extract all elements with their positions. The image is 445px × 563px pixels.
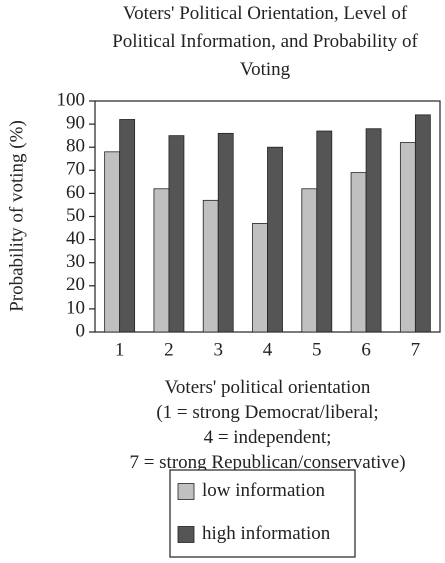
bar: [252, 223, 268, 333]
bar: [301, 188, 318, 333]
y-tick-label: 20: [66, 274, 85, 295]
x-tick-label: 4: [263, 339, 273, 360]
bar: [202, 199, 219, 333]
bar: [365, 128, 382, 333]
chart-title: Voters' Political Orientation, Level of …: [112, 3, 418, 80]
bar: [153, 188, 170, 333]
x-axis-label: Voters' political orientation (1 = stron…: [129, 377, 406, 473]
y-tick-label: 80: [66, 136, 85, 157]
y-tick-label: 0: [76, 320, 86, 341]
legend-swatch: [177, 526, 195, 543]
bar: [350, 172, 367, 333]
y-tick-label: 50: [66, 205, 85, 226]
y-tick-label: 100: [57, 89, 86, 110]
bar: [399, 142, 416, 333]
y-tick-label: 70: [66, 159, 85, 180]
y-axis-label: Probability of voting (%): [6, 120, 27, 312]
bar: [119, 119, 136, 333]
legend-label: low information: [202, 480, 325, 501]
bar: [168, 135, 185, 333]
bar: [267, 146, 283, 333]
bar: [414, 114, 431, 333]
legend-swatch: [177, 483, 195, 500]
x-tick-label: 5: [312, 339, 322, 360]
y-tick-label: 90: [66, 112, 85, 133]
legend-box: [169, 469, 356, 558]
x-tick-label: 6: [361, 339, 371, 360]
x-tick-label: 1: [115, 339, 125, 360]
y-tick-label: 60: [66, 182, 85, 203]
y-tick-label: 30: [66, 251, 85, 272]
bar: [217, 132, 234, 333]
y-tick-label: 10: [66, 297, 85, 318]
bar: [104, 151, 121, 333]
x-tick-label: 3: [213, 339, 223, 360]
y-tick-label: 40: [66, 228, 85, 249]
x-tick-label: 2: [164, 339, 174, 360]
x-tick-label: 7: [411, 339, 421, 360]
legend-label: high information: [202, 523, 331, 544]
bar: [316, 130, 333, 333]
